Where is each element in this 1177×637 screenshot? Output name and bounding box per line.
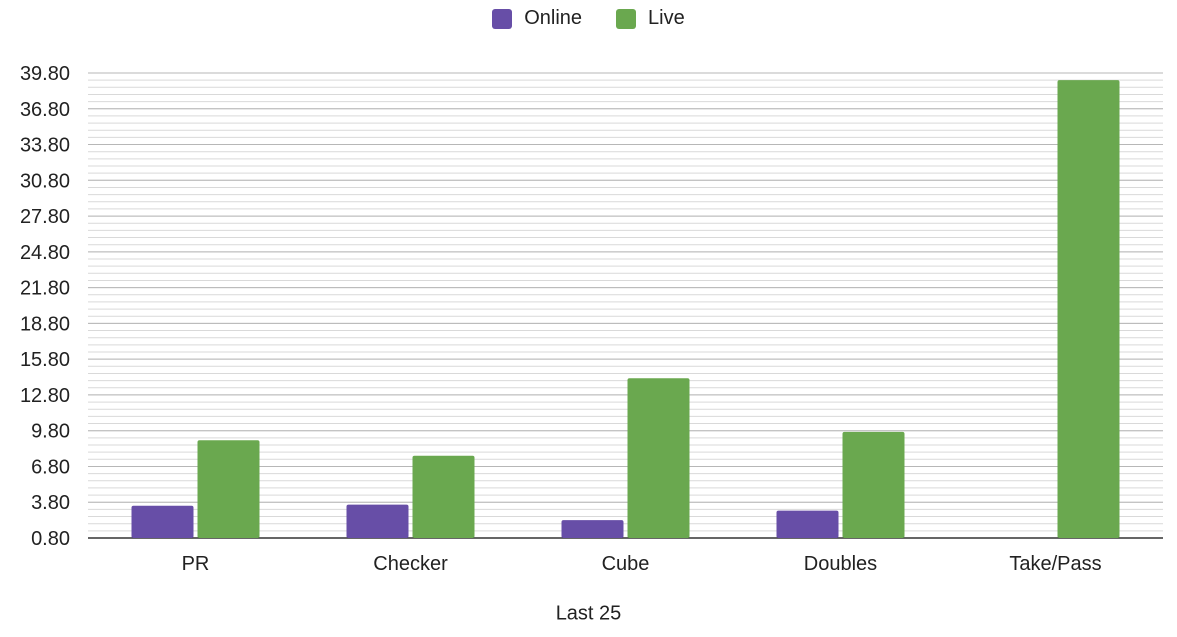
bar-live-take-pass bbox=[1057, 80, 1120, 539]
x-tick-label: Checker bbox=[373, 553, 448, 575]
y-tick-label: 15.80 bbox=[20, 349, 70, 371]
bar-live-doubles bbox=[842, 431, 905, 538]
y-tick-label: 33.80 bbox=[20, 135, 70, 157]
legend-item-online[interactable]: Online bbox=[492, 7, 582, 30]
y-tick-label: 3.80 bbox=[31, 492, 70, 514]
bar-online-cube bbox=[561, 520, 624, 538]
y-tick-label: 6.80 bbox=[31, 456, 70, 478]
x-tick-label: Take/Pass bbox=[1009, 553, 1101, 575]
bar-online-pr bbox=[131, 505, 194, 538]
y-tick-label: 0.80 bbox=[31, 528, 70, 550]
legend-swatch-online bbox=[492, 8, 513, 29]
bar-live-cube bbox=[627, 378, 690, 538]
y-tick-label: 39.80 bbox=[20, 63, 70, 85]
x-tick-label: Doubles bbox=[804, 553, 877, 575]
y-tick-label: 12.80 bbox=[20, 385, 70, 407]
y-tick-label: 24.80 bbox=[20, 242, 70, 264]
y-tick-label: 18.80 bbox=[20, 313, 70, 335]
bar-live-checker bbox=[412, 455, 475, 538]
x-tick-label: Cube bbox=[602, 553, 650, 575]
x-tick-label: PR bbox=[182, 553, 210, 575]
legend-label-online: Online bbox=[524, 7, 583, 29]
bar-online-doubles bbox=[776, 510, 839, 538]
y-tick-label: 30.80 bbox=[20, 170, 70, 192]
legend-label-live: Live bbox=[648, 7, 685, 29]
legend-swatch-live bbox=[616, 8, 637, 29]
legend-item-live[interactable]: Live bbox=[616, 7, 685, 30]
bar-live-pr bbox=[197, 440, 260, 538]
y-tick-label: 36.80 bbox=[20, 99, 70, 121]
legend: Online Live bbox=[0, 7, 1177, 30]
x-axis-title: Last 25 bbox=[555, 602, 622, 625]
y-tick-label: 9.80 bbox=[31, 421, 70, 443]
bar-online-checker bbox=[346, 504, 409, 538]
y-tick-label: 21.80 bbox=[20, 278, 70, 300]
y-tick-label: 27.80 bbox=[20, 206, 70, 228]
